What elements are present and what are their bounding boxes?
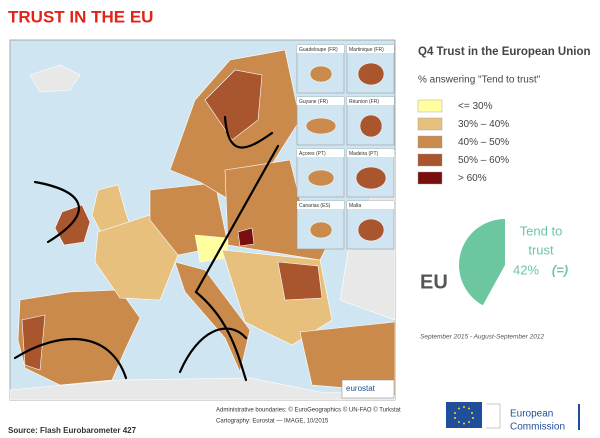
caption: Tend to (520, 223, 563, 238)
legend-title: Q4 Trust in the European Union (418, 46, 591, 58)
inset-label-bg (297, 45, 344, 53)
inset-label: Réunion (FR) (349, 99, 379, 105)
inset-land (359, 114, 383, 138)
inset-label-bg (347, 45, 394, 53)
legend-label: 40% – 50% (458, 137, 509, 148)
inset-label: Malta (349, 203, 361, 209)
source: Source: Flash Eurobarometer 427 (8, 426, 137, 435)
inset-label-bg (347, 97, 394, 105)
inset-label: Guyane (FR) (299, 99, 328, 105)
caption: trust (528, 242, 554, 257)
inset-label: Canarias (ES) (299, 203, 331, 209)
legend-label: <= 30% (458, 101, 493, 112)
legend-label: 50% – 60% (458, 155, 509, 166)
inset-land (357, 62, 385, 86)
period: September 2015 - August-September 2012 (420, 334, 544, 341)
legend-swatch (417, 135, 443, 149)
brand-name: European (510, 409, 553, 420)
inset-label: Martinique (FR) (349, 47, 384, 53)
legend-swatch (417, 117, 443, 131)
map-logo: eurostat (346, 384, 376, 393)
value-label: 42% (513, 262, 539, 277)
legend-subtitle: % answering "Tend to trust" (418, 75, 541, 86)
inset-land (309, 221, 333, 239)
inset-label-bg (297, 149, 344, 157)
inset-label: Madeira (PT) (349, 151, 379, 157)
map: Guadeloupe (FR) Martinique (FR) Guyane (FR… (9, 39, 396, 401)
region-label: EU (420, 271, 448, 293)
legend-swatch (417, 99, 443, 113)
map-credit: Cartography: Eurostat — IMAGE, 10/2015 (216, 419, 329, 425)
inset-label: Guadeloupe (FR) (299, 47, 338, 53)
change-label: (=) (552, 262, 568, 277)
inset-land (305, 117, 337, 135)
gauge-sector (459, 219, 505, 306)
inset-land (309, 65, 333, 83)
inset-label-bg (297, 97, 344, 105)
inset-land (307, 169, 335, 187)
inset-label: Açores (PT) (299, 151, 326, 157)
inset-label-bg (347, 149, 394, 157)
slide-title: TRUST IN THE EU (8, 7, 153, 26)
inset-label-bg (347, 201, 394, 209)
brand-name: Commission (510, 422, 565, 433)
legend-label: > 60% (458, 173, 487, 184)
map-credit: Administrative boundaries: © EuroGeograp… (216, 407, 401, 414)
inset-land (357, 218, 385, 242)
legend-swatch (417, 153, 443, 167)
inset-label-bg (297, 201, 344, 209)
legend-label: 30% – 40% (458, 119, 509, 130)
legend-swatch (417, 171, 443, 185)
ec-logo (446, 402, 580, 430)
inset-land (355, 166, 387, 190)
